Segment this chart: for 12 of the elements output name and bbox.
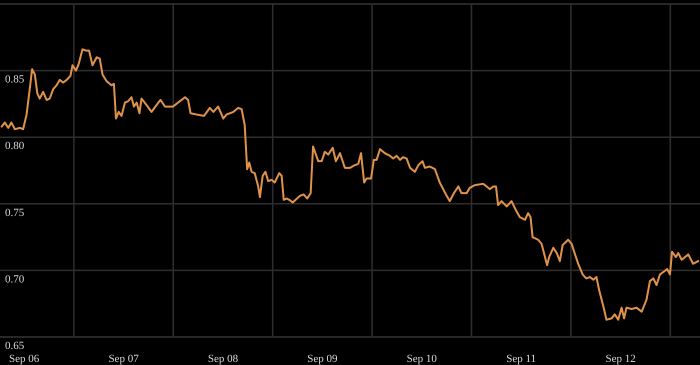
x-tick-label: Sep 08 [208, 353, 239, 365]
x-tick-label: Sep 07 [108, 353, 140, 365]
x-tick-label: Sep 11 [506, 353, 536, 365]
x-tick-label: Sep 10 [406, 353, 438, 365]
y-tick-label: 0.75 [5, 206, 25, 219]
y-tick-label: 0.80 [5, 140, 25, 152]
x-tick-label: Sep 12 [605, 353, 636, 365]
y-tick-label: 0.65 [5, 340, 25, 352]
y-tick-label: 0.85 [5, 74, 25, 86]
x-tick-label: Sep 06 [9, 353, 40, 365]
x-tick-label: Sep 09 [307, 353, 338, 365]
y-tick-label: 0.70 [5, 273, 25, 286]
